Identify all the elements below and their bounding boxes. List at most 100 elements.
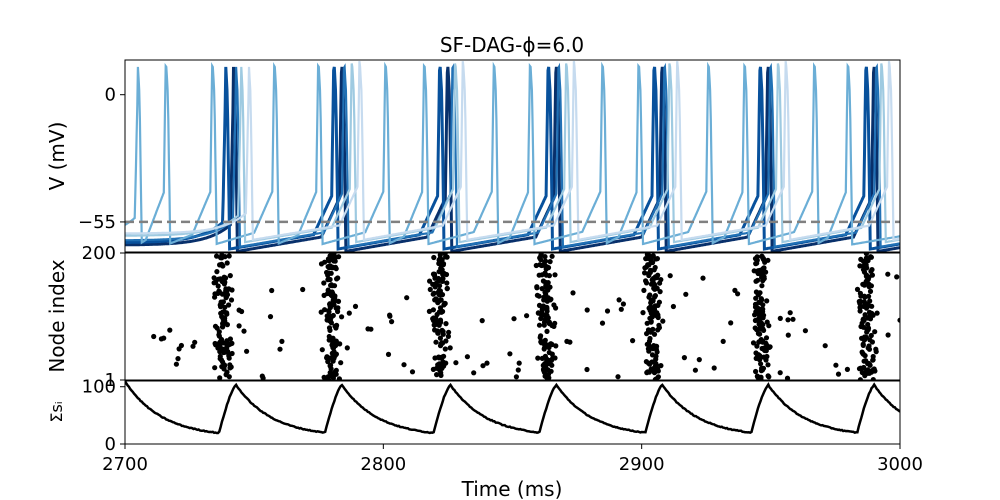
- raster-point: [219, 364, 225, 370]
- raster-point: [766, 374, 772, 380]
- raster-point: [759, 283, 765, 289]
- raster-point: [537, 334, 543, 341]
- raster-point: [536, 272, 542, 278]
- raster-point: [325, 264, 331, 270]
- raster-point: [401, 362, 407, 368]
- raster-point: [437, 317, 444, 323]
- raster-point: [167, 327, 173, 333]
- raster-point: [869, 310, 875, 316]
- raster-point: [785, 317, 791, 323]
- raster-point: [754, 268, 760, 274]
- raster-point: [516, 360, 522, 366]
- raster-point: [546, 375, 552, 380]
- raster-point: [220, 263, 226, 269]
- raster-point: [321, 292, 327, 298]
- raster-point: [322, 259, 328, 265]
- voltage-axes-frame: [124, 59, 901, 253]
- raster-point: [648, 310, 654, 316]
- raster-point: [337, 341, 343, 347]
- raster-point: [439, 327, 445, 333]
- raster-point: [158, 336, 164, 342]
- raster-point: [761, 327, 767, 333]
- raster-point: [615, 374, 621, 380]
- raster-point: [437, 298, 443, 304]
- raster-point: [220, 321, 226, 327]
- raster-point: [584, 366, 590, 373]
- raster-point: [861, 337, 867, 343]
- raster-point: [224, 260, 230, 266]
- raster-point: [833, 362, 839, 368]
- raster-point: [720, 338, 726, 344]
- raster-point: [683, 291, 689, 297]
- raster-point: [192, 339, 198, 345]
- raster-point: [870, 377, 876, 380]
- voltage-ylabel: V (mV): [45, 122, 69, 191]
- raster-point: [865, 303, 871, 309]
- raster-point: [655, 327, 661, 333]
- raster-point: [758, 361, 764, 367]
- raster-point: [752, 325, 758, 331]
- raster-point: [212, 323, 219, 329]
- raster-point: [758, 296, 764, 302]
- raster-point: [339, 314, 345, 320]
- raster-point: [656, 322, 662, 328]
- raster-point: [861, 299, 867, 305]
- raster-point: [761, 275, 767, 281]
- raster-point: [651, 331, 658, 337]
- y-tick-label: 0: [105, 434, 116, 455]
- raster-point: [648, 344, 654, 350]
- raster-point: [604, 308, 611, 314]
- raster-point: [867, 298, 873, 304]
- raster-point: [438, 370, 444, 376]
- raster-point: [599, 320, 606, 326]
- raster-point: [212, 291, 218, 297]
- raster-point: [553, 343, 559, 349]
- raster-point: [329, 265, 336, 271]
- raster-point: [442, 253, 448, 257]
- raster-point: [352, 303, 359, 309]
- raster-point: [543, 272, 549, 278]
- raster-point: [438, 262, 445, 269]
- raster-point: [754, 257, 760, 263]
- voltage-series-line: [125, 62, 900, 248]
- raster-point: [542, 294, 548, 301]
- raster-point: [326, 309, 332, 315]
- raster-point: [441, 363, 447, 369]
- raster-point: [548, 357, 555, 363]
- raster-point: [641, 287, 647, 293]
- raster-point: [544, 357, 550, 364]
- raster-point: [911, 291, 916, 296]
- raster-point: [548, 368, 554, 374]
- raster-point: [443, 271, 450, 278]
- raster-point: [857, 298, 864, 304]
- raster-point: [868, 254, 874, 260]
- raster-point: [787, 310, 793, 316]
- raster-point: [178, 342, 184, 349]
- raster-point: [863, 358, 869, 364]
- raster-point: [321, 280, 327, 286]
- raster-point: [753, 278, 759, 284]
- raster-point: [524, 313, 530, 319]
- raster-point: [217, 342, 223, 348]
- raster-point: [226, 253, 232, 259]
- raster-point: [328, 292, 334, 298]
- raster-point: [620, 301, 627, 307]
- raster-point: [728, 320, 734, 326]
- raster-point: [866, 346, 873, 352]
- raster-point: [947, 373, 952, 378]
- raster-point: [658, 363, 664, 369]
- raster-point: [214, 269, 220, 275]
- raster-point: [822, 343, 828, 349]
- raster-point: [244, 348, 250, 354]
- raster-point: [584, 307, 590, 313]
- raster-point: [644, 331, 650, 337]
- raster-point: [642, 270, 648, 276]
- raster-point: [327, 303, 333, 309]
- y-tick-label: 1: [105, 370, 116, 391]
- raster-point: [681, 355, 688, 361]
- raster-point: [216, 289, 222, 295]
- raster-point: [332, 258, 338, 264]
- raster-point: [752, 301, 759, 307]
- raster-point: [327, 363, 333, 369]
- raster-point: [511, 316, 517, 322]
